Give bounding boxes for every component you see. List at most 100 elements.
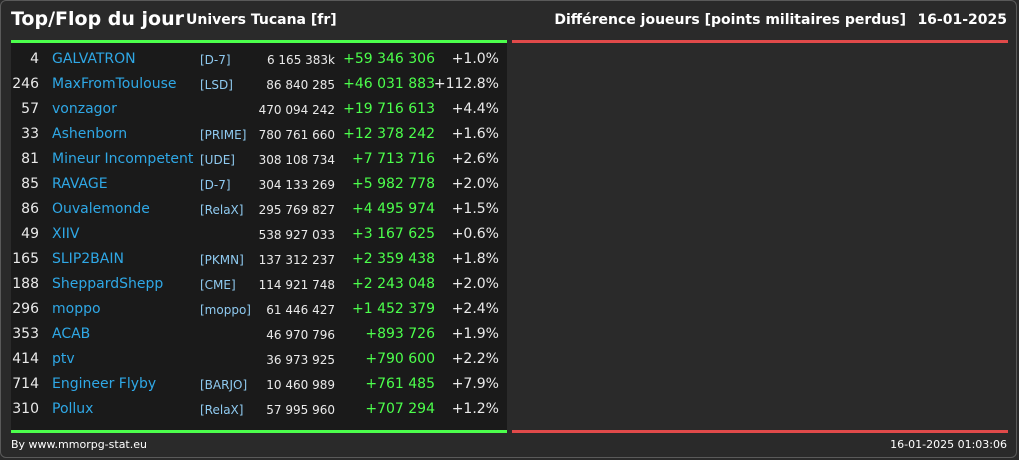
percent-change: +1.9% [451,326,499,342]
percent-change: +2.0% [451,176,499,192]
points-difference: +1 452 379 [352,301,435,317]
percent-change: +2.6% [451,151,499,167]
ranking-category: Différence joueurs [points militaires pe… [554,12,906,28]
alliance-tag[interactable]: [D-7] [200,178,231,192]
player-points: 470 094 242 [258,103,335,117]
table-row: 310 Pollux [RelaX] 57 995 960 +707 294 +1.2% [11,397,507,422]
top-divider-positive [11,40,507,43]
points-difference: +19 716 613 [343,101,435,117]
points-difference: +4 495 974 [352,201,435,217]
player-points: 114 921 748 [258,278,335,292]
alliance-tag[interactable]: [moppo] [200,303,251,317]
generated-timestamp: 16-01-2025 01:03:06 [890,438,1007,451]
alliance-tag[interactable]: [RelaX] [200,203,244,217]
player-name-link[interactable]: XIIV [52,226,80,242]
table-row: 414 ptv 36 973 925 +790 600 +2.2% [11,347,507,372]
player-points: 86 840 285 [266,78,335,92]
percent-change: +1.6% [451,126,499,142]
table-row: 4 GALVATRON [D-7] 6 165 383k +59 346 306 +1.0… [11,47,507,72]
player-name-link[interactable]: Mineur Incompetent [52,151,194,167]
player-points: 6 165 383k [266,53,335,67]
player-rank: 33 [21,126,39,142]
player-rank: 714 [12,376,39,392]
player-points: 36 973 925 [266,353,335,367]
player-name-link[interactable]: Engineer Flyby [52,376,157,392]
bottom-divider-positive [11,430,507,433]
player-rank: 4 [30,51,39,67]
percent-change: +1.8% [451,251,499,267]
points-difference: +59 346 306 [343,51,435,67]
percent-change: +2.4% [451,301,499,317]
flop-players-panel [512,43,1008,430]
alliance-tag[interactable]: [PRIME] [200,128,247,142]
source-credit: By www.mmorpg-stat.eu [11,438,147,451]
player-points: 46 970 796 [266,328,335,342]
player-rank: 85 [21,176,39,192]
player-points: 295 769 827 [258,203,335,217]
player-rank: 165 [12,251,39,267]
table-row: 353 ACAB 46 970 796 +893 726 +1.9% [11,322,507,347]
player-points: 61 446 427 [266,303,335,317]
percent-change: +2.0% [451,276,499,292]
player-points: 780 761 660 [258,128,335,142]
points-difference: +12 378 242 [343,126,435,142]
player-name-link[interactable]: ptv [52,351,75,367]
player-rank: 57 [21,101,39,117]
player-name-link[interactable]: vonzagor [52,101,117,117]
table-row: 296 moppo [moppo] 61 446 427 +1 452 379 +2.4% [11,297,507,322]
points-difference: +46 031 883 [343,76,435,92]
alliance-tag[interactable]: [BARJO] [200,378,248,392]
percent-change: +1.5% [451,201,499,217]
player-name-link[interactable]: RAVAGE [52,176,108,192]
percent-change: +0.6% [451,226,499,242]
points-difference: +7 713 716 [352,151,435,167]
player-rank: 353 [12,326,39,342]
player-name-link[interactable]: Ashenborn [52,126,128,142]
points-difference: +790 600 [365,351,435,367]
player-name-link[interactable]: ACAB [52,326,91,342]
player-name-link[interactable]: SheppardShepp [52,276,164,292]
player-rank: 246 [12,76,39,92]
percent-change: +1.0% [451,51,499,67]
percent-change: +1.2% [451,401,499,417]
player-name-link[interactable]: SLIP2BAIN [52,251,124,267]
table-row: 714 Engineer Flyby [BARJO] 10 460 989 +761 4… [11,372,507,397]
player-rank: 86 [21,201,39,217]
alliance-tag[interactable]: [D-7] [200,53,231,67]
table-row: 49 XIIV 538 927 033 +3 167 625 +0.6% [11,222,507,247]
player-points: 10 460 989 [266,378,335,392]
points-difference: +893 726 [365,326,435,342]
alliance-tag[interactable]: [CME] [200,278,236,292]
points-difference: +5 982 778 [352,176,435,192]
player-name-link[interactable]: GALVATRON [52,51,136,67]
points-difference: +2 243 048 [352,276,435,292]
top-players-panel: 4 GALVATRON [D-7] 6 165 383k +59 346 306 +1.0… [11,43,507,430]
table-row: 86 Ouvalemonde [RelaX] 295 769 827 +4 495 97… [11,197,507,222]
table-row: 165 SLIP2BAIN [PKMN] 137 312 237 +2 359 438 +… [11,247,507,272]
table-row: 81 Mineur Incompetent [UDE] 308 108 734 +7 7… [11,147,507,172]
alliance-tag[interactable]: [RelaX] [200,403,244,417]
player-points: 137 312 237 [258,253,335,267]
player-rank: 81 [21,151,39,167]
percent-change: +7.9% [451,376,499,392]
player-rank: 296 [12,301,39,317]
player-points: 304 133 269 [258,178,335,192]
player-name-link[interactable]: Pollux [52,401,94,417]
player-name-link[interactable]: MaxFromToulouse [52,76,177,92]
points-difference: +2 359 438 [352,251,435,267]
points-difference: +761 485 [365,376,435,392]
player-points: 538 927 033 [258,228,335,242]
player-rank: 310 [12,401,39,417]
alliance-tag[interactable]: [UDE] [200,153,235,167]
alliance-tag[interactable]: [PKMN] [200,253,244,267]
player-name-link[interactable]: moppo [52,301,101,317]
percent-change: +4.4% [451,101,499,117]
percent-change: +2.2% [451,351,499,367]
top-divider-negative [512,40,1008,43]
player-rank: 49 [21,226,39,242]
table-row: 57 vonzagor 470 094 242 +19 716 613 +4.4% [11,97,507,122]
player-name-link[interactable]: Ouvalemonde [52,201,150,217]
ranking-date: 16-01-2025 [917,12,1007,28]
alliance-tag[interactable]: [LSD] [200,78,233,92]
